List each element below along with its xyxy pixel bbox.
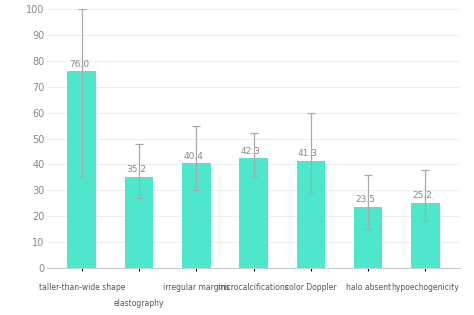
Text: color Doppler: color Doppler xyxy=(285,283,337,292)
Text: irregular margins: irregular margins xyxy=(163,283,230,292)
Text: hypoechogenicity: hypoechogenicity xyxy=(392,283,459,292)
Text: microcalcifications: microcalcifications xyxy=(218,283,290,292)
Text: 35.2: 35.2 xyxy=(126,165,146,174)
Bar xyxy=(354,207,383,268)
Text: 40.4: 40.4 xyxy=(183,152,203,161)
Text: elastography: elastography xyxy=(114,299,164,308)
Text: 42.3: 42.3 xyxy=(241,147,261,156)
Bar xyxy=(125,177,154,268)
Text: 41.3: 41.3 xyxy=(298,150,318,158)
Text: halo absent: halo absent xyxy=(346,283,391,292)
Text: taller-than-wide shape: taller-than-wide shape xyxy=(38,283,125,292)
Bar xyxy=(411,203,440,268)
Text: 25.2: 25.2 xyxy=(412,191,432,200)
Bar xyxy=(182,163,210,268)
Text: 23.5: 23.5 xyxy=(355,196,375,204)
Bar xyxy=(239,158,268,268)
Bar xyxy=(297,161,325,268)
Bar xyxy=(67,72,96,268)
Text: 76.0: 76.0 xyxy=(69,60,89,69)
